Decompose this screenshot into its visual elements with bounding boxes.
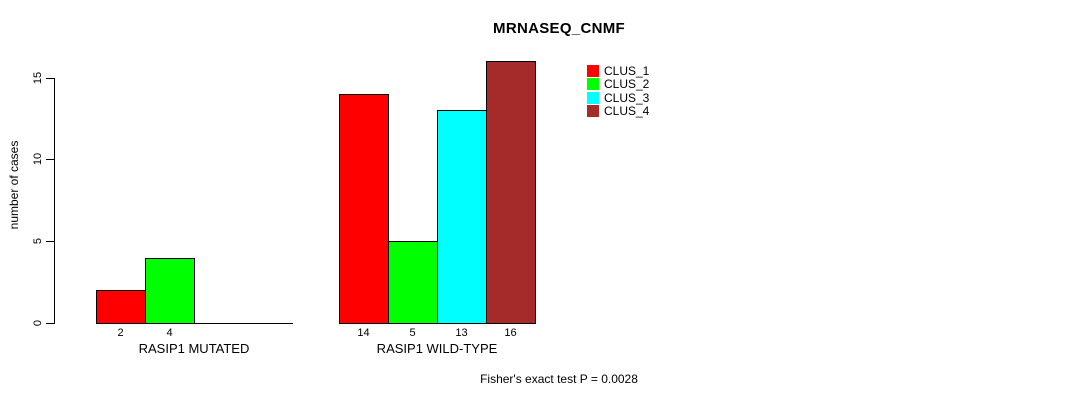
bar-clus_3-rasip1-wild-type xyxy=(437,110,487,324)
y-tick-mark xyxy=(46,78,54,79)
legend-item-label: CLUS_2 xyxy=(604,77,650,92)
y-tick-mark xyxy=(46,241,54,242)
legend-item-label: CLUS_3 xyxy=(604,90,650,105)
bar-value-label: 5 xyxy=(409,327,416,339)
legend-color-swatch-clus_4 xyxy=(587,104,599,117)
bar-clus_1-rasip1-wild-type xyxy=(339,93,389,324)
bar-value-label: 4 xyxy=(166,327,173,339)
y-tick-mark xyxy=(46,323,54,324)
bar-clus_2-rasip1-wild-type xyxy=(388,241,438,324)
bar-value-label: 13 xyxy=(455,327,468,339)
bar-clus_1-rasip1-mutated xyxy=(96,290,146,324)
legend-color-swatch-clus_3 xyxy=(587,91,599,104)
bar-value-label: 2 xyxy=(117,327,124,339)
chart-title: MRNASEQ_CNMF xyxy=(493,20,625,37)
group-label: RASIP1 MUTATED xyxy=(138,341,250,356)
legend-color-swatch-clus_1 xyxy=(587,65,599,77)
y-tick-mark xyxy=(46,159,54,160)
y-axis-line xyxy=(54,78,55,324)
legend-color-swatch-clus_2 xyxy=(587,78,599,91)
bar-clus_2-rasip1-mutated xyxy=(145,257,195,324)
legend-item-label: CLUS_1 xyxy=(604,64,650,78)
legend-item-label: CLUS_4 xyxy=(604,103,650,118)
y-tick-label: 15 xyxy=(32,71,44,84)
y-tick-label: 5 xyxy=(32,238,44,245)
y-tick-label: 10 xyxy=(32,153,44,166)
group-label: RASIP1 WILD-TYPE xyxy=(376,341,498,356)
bar-clus_4-rasip1-wild-type xyxy=(486,61,536,324)
fisher-test-annotation: Fisher's exact test P = 0.0028 xyxy=(480,372,638,386)
bar-value-label: 16 xyxy=(504,327,517,339)
bar-value-label: 14 xyxy=(357,327,370,339)
y-tick-label: 0 xyxy=(32,319,44,327)
